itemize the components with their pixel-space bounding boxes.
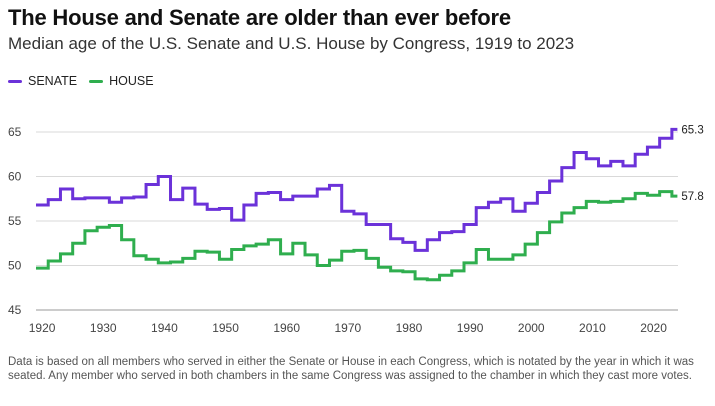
y-tick-label-45: 45 <box>8 303 22 317</box>
end-label-house: 57.8 <box>681 191 703 203</box>
x-tick-label-1980: 1980 <box>396 321 423 335</box>
legend-label-house: HOUSE <box>109 74 154 88</box>
y-tick-label-65: 65 <box>8 125 22 139</box>
legend-swatch-house <box>89 79 104 83</box>
legend-item-senate: SENATE <box>8 74 77 88</box>
y-tick-label-60: 60 <box>8 170 22 184</box>
x-tick-label-1990: 1990 <box>457 321 484 335</box>
x-tick-label-1960: 1960 <box>273 321 300 335</box>
legend: SENATE HOUSE <box>8 74 166 88</box>
x-tick-label-2010: 2010 <box>579 321 606 335</box>
end-label-senate: 65.3 <box>681 124 703 136</box>
line-chart: 45 50 55 60 65 1920 1930 1940 1950 1960 1970 1980 19… <box>8 124 704 335</box>
series-line-senate <box>36 127 678 252</box>
x-tick-label-1970: 1970 <box>334 321 361 335</box>
x-tick-label-1930: 1930 <box>90 321 117 335</box>
x-tick-label-1940: 1940 <box>151 321 178 335</box>
series-line-house <box>36 190 678 282</box>
legend-item-house: HOUSE <box>89 74 154 88</box>
footnote: Data is based on all members who served … <box>8 356 694 382</box>
legend-label-senate: SENATE <box>28 74 78 88</box>
x-tick-label-2000: 2000 <box>518 321 545 335</box>
chart-title: The House and Senate are older than ever… <box>8 5 511 30</box>
x-tick-label-1950: 1950 <box>212 321 239 335</box>
x-tick-label-1920: 1920 <box>29 321 56 335</box>
x-tick-label-2020: 2020 <box>640 321 667 335</box>
chart-subtitle: Median age of the U.S. Senate and U.S. H… <box>8 34 575 53</box>
legend-swatch-senate <box>8 79 22 83</box>
y-tick-label-55: 55 <box>8 214 22 228</box>
y-tick-label-50: 50 <box>8 259 22 273</box>
